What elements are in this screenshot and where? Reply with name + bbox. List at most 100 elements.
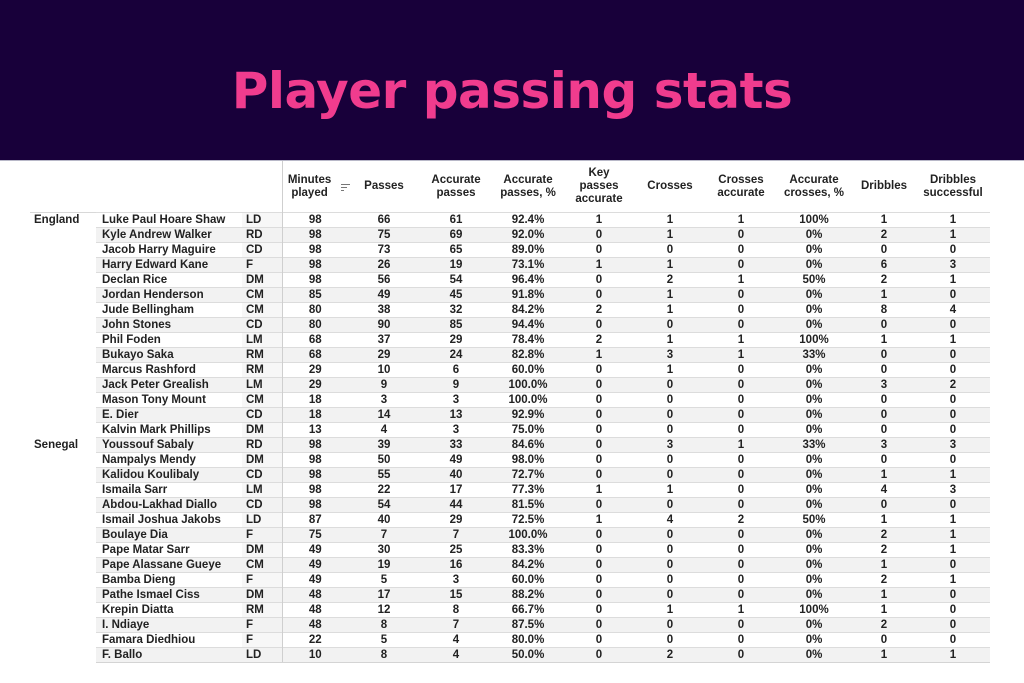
table-row[interactable]: Jack Peter Grealish LM 29 9 9 100.0% 0 0 0 0% 3 2 xyxy=(30,377,990,393)
table-row[interactable]: Pape Matar Sarr DM 49 30 25 83.3% 0 0 0 0% 2 1 xyxy=(30,542,990,558)
table-row[interactable]: Jude Bellingham CM 80 38 32 84.2% 2 1 0 0% 8 4 xyxy=(30,302,990,318)
team-label: Senegal xyxy=(30,437,96,453)
stat-dribbles-successful: 0 xyxy=(916,362,990,378)
team-label xyxy=(30,542,96,558)
stat-dribbles-successful: 0 xyxy=(916,407,990,423)
stat-dribbles-successful: 3 xyxy=(916,257,990,273)
table-row[interactable]: Ismail Joshua Jakobs LD 87 40 29 72.5% 1 4 2 50% 1… xyxy=(30,512,990,528)
stat-accurate-crosses-pct: 33% xyxy=(776,347,852,363)
table-row[interactable]: Nampalys Mendy DM 98 50 49 98.0% 0 0 0 0% 0 0 xyxy=(30,452,990,468)
stat-accurate-passes-pct: 89.0% xyxy=(492,242,564,258)
team-label xyxy=(30,302,96,318)
table-row[interactable]: Phil Foden LM 68 37 29 78.4% 2 1 1 100% 1 1 xyxy=(30,332,990,348)
stat-key-passes-accurate: 0 xyxy=(564,422,634,438)
stat-crosses-accurate: 0 xyxy=(706,227,776,243)
stat-key-passes-accurate: 0 xyxy=(564,377,634,393)
column-header-label: Dribbles successful xyxy=(923,173,983,199)
stat-crosses-accurate: 1 xyxy=(706,212,776,228)
table-row[interactable]: I. Ndiaye F 48 8 7 87.5% 0 0 0 0% 2 0 xyxy=(30,617,990,633)
table-row[interactable]: Senegal Youssouf Sabaly RD 98 39 33 84.6% 0 3 1 33… xyxy=(30,437,990,453)
column-header-label: Key passes accurate xyxy=(575,167,623,205)
stat-accurate-crosses-pct: 0% xyxy=(776,317,852,333)
stat-minutes: 98 xyxy=(281,467,348,483)
player-name: Bamba Dieng xyxy=(96,572,242,588)
team-label xyxy=(30,632,96,648)
stat-accurate-crosses-pct: 0% xyxy=(776,242,852,258)
stat-dribbles-successful: 0 xyxy=(916,617,990,633)
table-row[interactable]: Boulaye Dia F 75 7 7 100.0% 0 0 0 0% 2 1 xyxy=(30,527,990,543)
team-label xyxy=(30,467,96,483)
player-name: Pathe Ismael Ciss xyxy=(96,587,242,603)
table-row[interactable]: Pathe Ismael Ciss DM 48 17 15 88.2% 0 0 0 0% 1 0 xyxy=(30,587,990,603)
stat-accurate-passes-pct: 84.2% xyxy=(492,302,564,318)
column-header-minutes[interactable]: Minutes played xyxy=(281,161,350,213)
stat-accurate-passes-pct: 72.7% xyxy=(492,467,564,483)
player-name: I. Ndiaye xyxy=(96,617,242,633)
stat-minutes: 98 xyxy=(281,242,348,258)
column-header-accurate-passes[interactable]: Accurate passes xyxy=(420,161,492,213)
stat-accurate-crosses-pct: 0% xyxy=(776,257,852,273)
stat-key-passes-accurate: 0 xyxy=(564,392,634,408)
column-header-key-passes-accurate[interactable]: Key passes accurate xyxy=(564,161,634,213)
stat-dribbles: 0 xyxy=(852,632,916,648)
stat-accurate-crosses-pct: 0% xyxy=(776,392,852,408)
stat-passes: 50 xyxy=(348,452,420,468)
header-row: Minutes played Passes Accurate passes Accur… xyxy=(30,161,990,213)
table-row[interactable]: Harry Edward Kane F 98 26 19 73.1% 1 1 0 0% 6 3 xyxy=(30,257,990,273)
table-row[interactable]: Mason Tony Mount CM 18 3 3 100.0% 0 0 0 0% 0 0 xyxy=(30,392,990,408)
stat-minutes: 98 xyxy=(281,257,348,273)
table-row[interactable]: Kyle Andrew Walker RD 98 75 69 92.0% 0 1 0 0% 2 1 xyxy=(30,227,990,243)
table-row[interactable]: Jacob Harry Maguire CD 98 73 65 89.0% 0 0 0 0% 0 0 xyxy=(30,242,990,258)
stat-accurate-passes: 6 xyxy=(420,362,492,378)
stat-crosses-accurate: 0 xyxy=(706,407,776,423)
table-row[interactable]: Famara Diedhiou F 22 5 4 80.0% 0 0 0 0% 0 0 xyxy=(30,632,990,648)
table-row[interactable]: John Stones CD 80 90 85 94.4% 0 0 0 0% 0 0 xyxy=(30,317,990,333)
stat-accurate-crosses-pct: 0% xyxy=(776,302,852,318)
table-row[interactable]: Krepin Diatta RM 48 12 8 66.7% 0 1 1 100% 1 0 xyxy=(30,602,990,618)
stat-accurate-crosses-pct: 0% xyxy=(776,407,852,423)
stat-dribbles-successful: 1 xyxy=(916,467,990,483)
column-header-crosses-accurate[interactable]: Crosses accurate xyxy=(706,161,776,213)
table-row[interactable]: Ismaila Sarr LM 98 22 17 77.3% 1 1 0 0% 4 3 xyxy=(30,482,990,498)
player-stats-table: Minutes played Passes Accurate passes Accur… xyxy=(30,161,990,663)
stat-minutes: 75 xyxy=(281,527,348,543)
stat-accurate-passes: 9 xyxy=(420,377,492,393)
stat-accurate-crosses-pct: 0% xyxy=(776,572,852,588)
stat-key-passes-accurate: 0 xyxy=(564,572,634,588)
stat-crosses: 2 xyxy=(634,647,706,663)
table-row[interactable]: Pape Alassane Gueye CM 49 19 16 84.2% 0 0 0 0% 1 0 xyxy=(30,557,990,573)
column-header-dribbles-successful[interactable]: Dribbles successful xyxy=(916,161,990,213)
player-position: DM xyxy=(242,587,282,603)
table-row[interactable]: Abdou-Lakhad Diallo CD 98 54 44 81.5% 0 0 0 0% 0 0 xyxy=(30,497,990,513)
column-header-crosses[interactable]: Crosses xyxy=(634,161,706,213)
stat-crosses-accurate: 0 xyxy=(706,587,776,603)
table-row[interactable]: Bamba Dieng F 49 5 3 60.0% 0 0 0 0% 2 1 xyxy=(30,572,990,588)
sort-descending-icon[interactable] xyxy=(340,183,350,191)
stat-accurate-passes-pct: 100.0% xyxy=(492,392,564,408)
table-row[interactable]: Marcus Rashford RM 29 10 6 60.0% 0 1 0 0% 0 0 xyxy=(30,362,990,378)
table-row[interactable]: Kalidou Koulibaly CD 98 55 40 72.7% 0 0 0 0% 1 1 xyxy=(30,467,990,483)
stat-accurate-passes: 54 xyxy=(420,272,492,288)
stat-minutes: 87 xyxy=(281,512,348,528)
stat-crosses-accurate: 0 xyxy=(706,617,776,633)
column-header-dribbles[interactable]: Dribbles xyxy=(852,161,916,213)
table-row[interactable]: Jordan Henderson CM 85 49 45 91.8% 0 1 0 0% 1 0 xyxy=(30,287,990,303)
table-row[interactable]: Declan Rice DM 98 56 54 96.4% 0 2 1 50% 2 1 xyxy=(30,272,990,288)
table-row[interactable]: F. Ballo LD 10 8 4 50.0% 0 2 0 0% 1 1 xyxy=(30,647,990,663)
stat-accurate-crosses-pct: 33% xyxy=(776,437,852,453)
stat-accurate-passes: 8 xyxy=(420,602,492,618)
column-header-passes[interactable]: Passes xyxy=(348,161,420,213)
column-header-accurate-crosses-pct[interactable]: Accurate crosses, % xyxy=(776,161,852,213)
stat-dribbles: 0 xyxy=(852,497,916,513)
stat-accurate-passes: 40 xyxy=(420,467,492,483)
table-row[interactable]: Kalvin Mark Phillips DM 13 4 3 75.0% 0 0 0 0% 0 0 xyxy=(30,422,990,438)
table-row[interactable]: Bukayo Saka RM 68 29 24 82.8% 1 3 1 33% 0 0 xyxy=(30,347,990,363)
stat-accurate-passes-pct: 73.1% xyxy=(492,257,564,273)
table-row[interactable]: England Luke Paul Hoare Shaw LD 98 66 61 92.4%… xyxy=(30,212,990,228)
team-label xyxy=(30,497,96,513)
table-row[interactable]: E. Dier CD 18 14 13 92.9% 0 0 0 0% 0 0 xyxy=(30,407,990,423)
column-header-accurate-passes-pct[interactable]: Accurate passes, % xyxy=(492,161,564,213)
stat-minutes: 98 xyxy=(281,272,348,288)
stat-accurate-passes: 44 xyxy=(420,497,492,513)
stat-accurate-passes: 85 xyxy=(420,317,492,333)
